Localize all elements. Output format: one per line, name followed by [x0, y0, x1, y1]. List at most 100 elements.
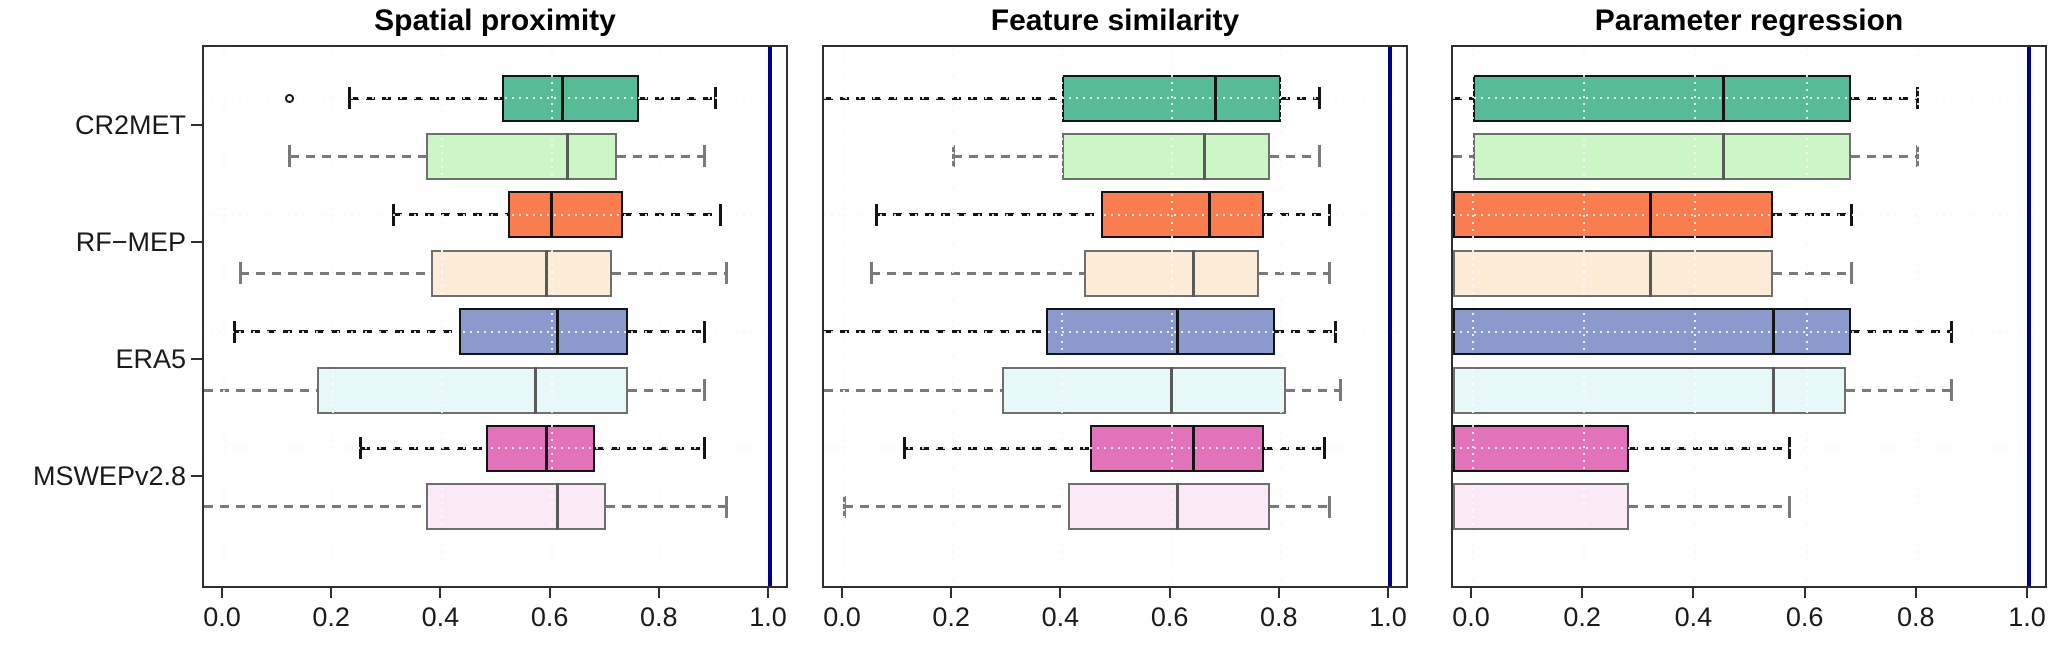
whisker-high-rf-mep-light — [1773, 271, 1852, 275]
gridline-horizontal-overlay — [1453, 330, 2045, 333]
gridline-vertical-overlay-0.8 — [1916, 47, 1919, 586]
panel-title-spatial-proximity: Spatial proximity — [374, 4, 616, 37]
median-cr2met-dark — [561, 74, 565, 122]
x-axis-tick-0.2 — [1581, 588, 1584, 598]
x-axis-tick-0.8 — [1277, 588, 1280, 598]
panel-title-parameter-regression: Parameter regression — [1594, 4, 1904, 37]
x-axis-tick-label-0.6: 0.6 — [530, 602, 569, 632]
gridline-vertical-overlay-0.6 — [1805, 47, 1808, 586]
box-rf-mep-light — [431, 249, 612, 297]
whisker-high-cap-mswepv2-8-light — [1788, 495, 1792, 518]
box-cr2met-light — [426, 132, 618, 180]
whisker-low-cr2met-light — [289, 154, 427, 158]
x-axis-tick-label-0.8: 0.8 — [1260, 602, 1298, 632]
whisker-high-era5-light — [1286, 388, 1341, 392]
reference-line-kge-1 — [768, 47, 772, 586]
x-axis-tick-0.8 — [657, 588, 660, 598]
whisker-high-cap-rf-mep-light — [1328, 262, 1332, 285]
whisker-low-clipped-era5-light — [824, 388, 1003, 392]
median-rf-mep-light — [1649, 249, 1653, 297]
y-axis-label-rf-mep: RF−MEP — [75, 227, 186, 257]
x-axis-tick-0.0 — [221, 588, 223, 598]
whisker-low-rf-mep-light — [871, 271, 1085, 275]
gridline-horizontal-overlay — [1453, 213, 2045, 216]
gridline-horizontal-overlay — [204, 447, 786, 450]
x-axis-tick-label-0.0: 0.0 — [1452, 602, 1490, 632]
gridline-vertical-overlay-0.6 — [1170, 47, 1173, 586]
panel-spatial-proximity — [202, 45, 788, 588]
x-axis-tick-0.4 — [1059, 588, 1062, 598]
median-mswepv2-8-light — [555, 483, 559, 531]
whisker-high-rf-mep-light — [611, 271, 727, 275]
box-era5-light — [316, 366, 629, 414]
whisker-high-rf-mep-light — [1258, 271, 1330, 275]
box-era5-light — [1453, 366, 1846, 414]
x-axis-tick-label-0.6: 0.6 — [1785, 602, 1824, 632]
x-axis-tick-label-0.2: 0.2 — [312, 602, 350, 632]
box-cr2met-light — [1062, 132, 1270, 180]
whisker-high-era5-light — [1845, 388, 1952, 392]
box-mswepv2-8-light — [1067, 483, 1270, 531]
whisker-low-cap-rf-mep-light — [238, 262, 242, 285]
y-axis-label-era5: ERA5 — [115, 344, 186, 374]
whisker-low-clipped-era5-light — [204, 388, 317, 392]
x-axis-tick-0.6 — [1168, 588, 1171, 598]
whisker-low-clipped-mswepv2-8-light — [204, 505, 427, 509]
x-axis-tick-label-0.0: 0.0 — [823, 602, 861, 632]
whisker-high-cap-cr2met-light — [1317, 145, 1321, 168]
gridline-horizontal-overlay — [204, 213, 786, 216]
median-mswepv2-8-dark — [544, 424, 548, 472]
median-cr2met-dark — [1213, 74, 1217, 122]
median-rf-mep-dark — [1208, 191, 1212, 239]
median-mswepv2-8-dark — [1191, 424, 1195, 472]
x-axis-tick-0.2 — [330, 588, 333, 598]
box-mswepv2-8-light — [426, 483, 607, 531]
whisker-high-cap-rf-mep-light — [724, 262, 728, 285]
whisker-low-cr2met-light — [953, 154, 1063, 158]
gridline-vertical-overlay-0.4 — [441, 47, 444, 586]
median-rf-mep-dark — [1649, 191, 1653, 239]
x-axis-tick-0.6 — [1803, 588, 1806, 598]
x-axis-tick-label-0.8: 0.8 — [640, 602, 678, 632]
x-axis-tick-label-0.6: 0.6 — [1150, 602, 1189, 632]
gridline-vertical-overlay-0.2 — [332, 47, 335, 586]
median-era5-light — [533, 366, 537, 414]
x-axis-tick-1.0 — [1387, 588, 1389, 598]
median-era5-dark — [1771, 308, 1775, 356]
median-cr2met-dark — [1721, 74, 1725, 122]
box-mswepv2-8-light — [1453, 483, 1629, 531]
x-axis-tick-0.4 — [439, 588, 442, 598]
gridline-vertical-overlay-0.2 — [1583, 47, 1586, 586]
x-axis-tick-0.6 — [548, 588, 551, 598]
whisker-high-cap-era5-light — [702, 379, 706, 401]
median-rf-mep-light — [1191, 249, 1195, 297]
gridline-vertical-overlay-0.0 — [223, 47, 225, 586]
whisker-low-clipped-cr2met-light — [1453, 154, 1473, 158]
whisker-high-mswepv2-8-light — [1628, 505, 1790, 509]
x-axis-tick-label-1.0: 1.0 — [2008, 602, 2046, 632]
reference-line-kge-1 — [1388, 47, 1392, 586]
y-axis-tick — [191, 358, 202, 360]
whisker-high-cr2met-light — [1851, 154, 1918, 158]
median-mswepv2-8-light — [1175, 483, 1179, 531]
y-axis-tick — [191, 124, 202, 126]
x-axis-tick-label-1.0: 1.0 — [749, 602, 787, 632]
box-rf-mep-light — [1453, 249, 1774, 297]
whisker-high-mswepv2-8-light — [1269, 505, 1330, 509]
gridline-horizontal-overlay — [824, 447, 1406, 450]
gridline-vertical-overlay-0.0 — [1472, 47, 1474, 586]
x-axis-tick-label-0.8: 0.8 — [1897, 602, 1935, 632]
gridline-vertical-overlay-0.6 — [550, 47, 553, 586]
median-era5-dark — [555, 308, 559, 356]
median-cr2met-light — [1721, 132, 1725, 180]
gridline-horizontal-overlay — [204, 97, 786, 99]
gridline-vertical-overlay-0.8 — [1279, 47, 1282, 586]
whisker-high-cap-cr2met-light — [702, 145, 706, 168]
x-axis-tick-label-0.2: 0.2 — [1563, 602, 1601, 632]
median-cr2met-light — [1202, 132, 1206, 180]
whisker-high-cap-mswepv2-8-light — [724, 495, 728, 518]
y-axis-label-mswepv2-8: MSWEPv2.8 — [32, 461, 186, 491]
gridline-vertical-overlay-0.2 — [952, 47, 955, 586]
x-axis-tick-label-0.0: 0.0 — [203, 602, 241, 632]
